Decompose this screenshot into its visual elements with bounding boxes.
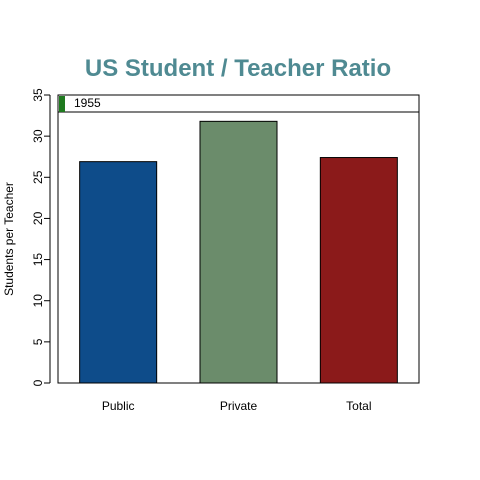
bar-total [319,157,398,384]
x-tick-label: Private [220,399,258,413]
y-tick-label: 15 [31,253,45,267]
y-tick-label: 25 [31,170,45,184]
y-axis: 0 5 10 15 20 25 30 35 [31,88,51,386]
year-slider-label: 1955 [74,96,101,110]
bar-private [199,120,278,384]
x-tick-labels: Public Private Total [102,399,372,413]
y-tick-label: 20 [31,211,45,225]
year-slider-handle[interactable] [59,96,65,112]
y-tick-label: 5 [31,338,45,345]
x-tick-label: Public [102,399,135,413]
chart-title: US Student / Teacher Ratio [85,55,391,82]
y-tick-label: 30 [31,129,45,143]
y-tick-label: 0 [31,379,45,386]
y-axis-label: Students per Teacher [2,182,16,296]
bar-public [79,161,158,384]
y-tick-label: 10 [31,294,45,308]
year-slider-track[interactable] [57,94,420,113]
x-tick-label: Total [346,399,371,413]
year-slider[interactable]: 1955 [57,94,420,113]
y-tick-label: 35 [31,88,45,102]
bars [79,120,398,384]
